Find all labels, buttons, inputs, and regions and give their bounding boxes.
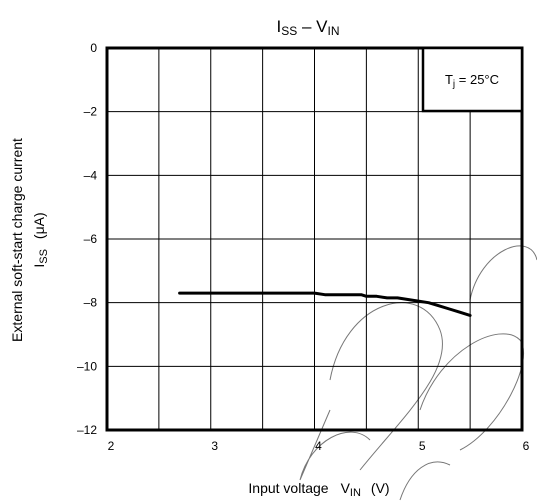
y-tick-label: –8	[84, 296, 98, 310]
x-tick-label: 5	[419, 439, 426, 453]
y-tick-label: –10	[77, 359, 97, 373]
y-tick-label: –12	[77, 423, 97, 437]
y-tick-label: –6	[84, 232, 98, 246]
y-tick-labels: 0 –2 –4 –6 –8 –10 –12	[77, 41, 97, 437]
x-tick-label: 4	[315, 439, 322, 453]
temperature-annotation: Tj = 25°C	[423, 48, 522, 111]
x-tick-label: 2	[108, 439, 115, 453]
series-line	[180, 293, 471, 315]
x-axis-label: Input voltage VIN (V)	[248, 480, 389, 499]
y-tick-label: 0	[90, 41, 97, 55]
x-tick-label: 3	[211, 439, 218, 453]
y-axis-label-line2: ISS(μA)	[31, 212, 50, 267]
y-axis-label-line1: External soft-start charge current	[9, 138, 25, 342]
y-axis-label: External soft-start charge current ISS(μ…	[9, 138, 50, 342]
y-tick-label: –4	[84, 168, 98, 182]
x-tick-label: 6	[523, 439, 530, 453]
chart-title: ISS – VIN	[277, 17, 340, 38]
y-tick-label: –2	[84, 105, 98, 119]
series-group	[180, 293, 471, 315]
